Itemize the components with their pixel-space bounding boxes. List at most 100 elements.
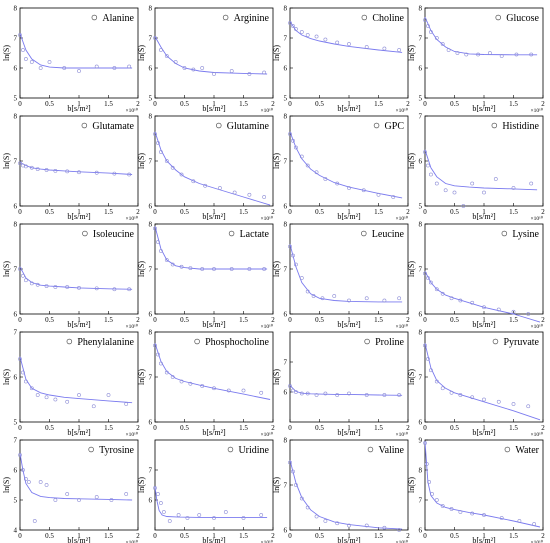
y-axis-label: ln(S) <box>137 369 146 385</box>
fit-curve <box>154 226 268 270</box>
data-point <box>247 72 252 76</box>
data-point <box>493 177 498 181</box>
data-point <box>291 253 295 258</box>
legend-marker <box>216 122 222 129</box>
y-tick-label: 8 <box>149 329 153 337</box>
x-exponent-label: ×10¹⁰ <box>531 431 544 438</box>
data-point <box>529 52 534 57</box>
fit-curve <box>289 385 403 396</box>
y-axis-label: ln(S) <box>407 369 416 385</box>
y-tick-label: 8 <box>419 5 423 13</box>
data-point <box>476 52 481 57</box>
legend-label: Glucose <box>506 13 539 24</box>
data-point <box>38 66 43 70</box>
data-point <box>427 480 432 484</box>
data-point <box>305 391 310 396</box>
x-tick-label: 0.5 <box>315 424 324 432</box>
legend-label: Lactate <box>240 229 270 240</box>
data-point <box>153 132 157 136</box>
data-point <box>109 498 114 502</box>
y-tick-label: 8 <box>284 113 288 121</box>
x-tick-label: 0.5 <box>180 532 189 540</box>
data-point <box>426 357 430 361</box>
x-exponent-label: ×10¹⁰ <box>261 323 274 330</box>
x-tick-label: 1 <box>212 532 216 540</box>
data-point <box>229 69 234 73</box>
x-axis-label: b[s/m²] <box>337 104 361 113</box>
x-tick-label: 1 <box>77 424 81 432</box>
data-point <box>443 188 448 193</box>
x-tick-label: 0.5 <box>45 208 54 216</box>
data-point <box>323 391 328 396</box>
data-point <box>482 513 486 517</box>
data-point <box>311 294 316 298</box>
legend-marker <box>495 14 501 21</box>
data-point <box>91 404 96 409</box>
data-point <box>449 296 454 301</box>
x-tick-label: 1 <box>77 100 81 108</box>
x-tick-label: 2 <box>136 532 140 540</box>
data-point <box>511 402 516 406</box>
legend-label: Tyrosine <box>99 445 134 456</box>
y-tick-label: 7 <box>14 329 18 337</box>
y-tick-label: 7 <box>419 374 423 382</box>
fit-curve <box>19 33 133 69</box>
legend-marker <box>501 230 508 237</box>
x-tick-label: 0.5 <box>45 424 54 432</box>
legend-marker <box>194 338 200 345</box>
data-point <box>164 258 169 262</box>
y-tick-label: 6 <box>419 158 423 166</box>
y-tick-label: 8 <box>14 5 18 13</box>
x-tick-label: 0 <box>18 208 22 216</box>
x-tick-label: 2 <box>136 208 140 216</box>
x-exponent-label: ×10¹⁰ <box>126 323 139 330</box>
data-point <box>23 57 28 61</box>
x-tick-label: 0.5 <box>180 208 189 216</box>
x-tick-label: 1.5 <box>104 100 113 108</box>
y-axis-label: ln(S) <box>272 153 281 169</box>
x-tick-label: 1 <box>347 532 351 540</box>
x-axis-label: b[s/m²] <box>202 104 226 113</box>
data-point <box>212 72 216 76</box>
data-point <box>77 393 81 397</box>
data-point <box>156 141 160 145</box>
data-point <box>179 172 184 177</box>
data-point <box>458 393 463 397</box>
y-tick-label: 9 <box>419 437 423 445</box>
legend-marker <box>367 446 374 453</box>
data-point <box>424 462 429 466</box>
x-axis-label: b[s/m²] <box>337 320 361 329</box>
data-point <box>179 379 184 384</box>
panel-tyrosine: 0 0.5 1 1.5 2 4 5 6 7 b[s/m²] ln(S) ×10¹⁰ Tyrosine <box>2 437 140 543</box>
data-point <box>487 51 492 55</box>
data-point <box>191 179 196 184</box>
data-point <box>496 399 501 404</box>
panel-water: 0 0.5 1 1.5 2 6 7 8 9 b[s/m²] ln(S) ×10¹⁰ Water <box>407 437 545 543</box>
y-axis-label: ln(S) <box>2 45 11 61</box>
x-tick-label: 0 <box>153 208 157 216</box>
panel-uridine: 0 0.5 1 1.5 2 6 7 b[s/m²] ln(S) ×10¹⁰ Uridine <box>137 439 275 543</box>
data-point <box>446 48 451 52</box>
panel-alanine: 0 0.5 1 1.5 2 5 6 7 8 b[s/m²] ln(S) ×10¹⁰ Alanine <box>2 5 140 115</box>
data-point <box>423 271 427 276</box>
x-tick-label: 1.5 <box>509 316 518 324</box>
x-axis-label: b[s/m²] <box>202 212 226 221</box>
data-point <box>262 195 267 199</box>
data-point <box>397 296 402 301</box>
data-point <box>65 399 70 404</box>
data-point <box>299 496 304 501</box>
x-tick-label: 0.5 <box>180 100 189 108</box>
x-tick-label: 1 <box>77 316 81 324</box>
y-tick-label: 6 <box>284 311 288 319</box>
x-tick-label: 2 <box>271 100 275 108</box>
legend-marker <box>361 14 368 21</box>
data-point <box>314 170 319 175</box>
data-point <box>323 37 328 42</box>
fit-curve <box>154 36 268 75</box>
data-point <box>158 249 163 253</box>
y-tick-label: 8 <box>14 113 18 121</box>
data-point <box>532 522 537 526</box>
data-point <box>77 498 81 502</box>
x-tick-label: 0.5 <box>450 100 459 108</box>
x-tick-label: 2 <box>136 424 140 432</box>
